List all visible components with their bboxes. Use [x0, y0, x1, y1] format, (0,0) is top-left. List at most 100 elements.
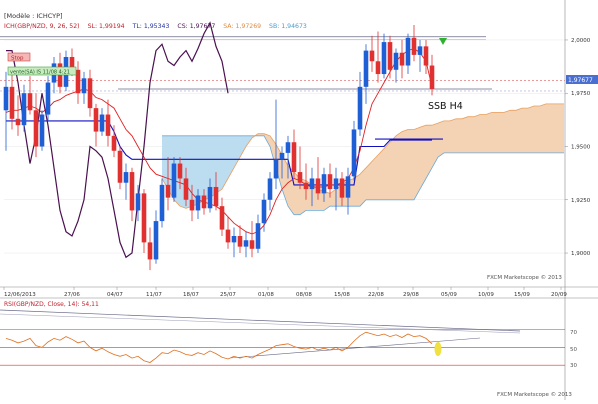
time-tick-label: 04/07 — [107, 292, 123, 298]
candle-body — [411, 37, 417, 55]
candle-body — [45, 82, 51, 115]
candle-body — [369, 50, 375, 62]
candle-body — [261, 199, 267, 224]
cloud-segment — [222, 135, 228, 190]
rsi-signal-marker — [434, 342, 442, 356]
rsi-watermark: FXCM Marketscope © 2013 — [497, 391, 572, 398]
candle-body — [33, 110, 39, 147]
time-tick-label: 15/09 — [514, 292, 530, 298]
cloud-segment — [390, 135, 396, 200]
candle-body — [249, 240, 255, 249]
candle-body — [189, 199, 195, 211]
candle-body — [291, 142, 297, 173]
candle-body — [213, 186, 219, 207]
rsi-line — [5, 331, 433, 363]
rsi-label: RSI(GBP/NZD, Close, 14): 54,11 — [4, 301, 99, 308]
candle-body — [279, 152, 285, 160]
rsi-trendline-upper — [0, 309, 521, 332]
candle-body — [81, 78, 87, 94]
price-axis: 2,0000 1,9750 1,9500 1,9250 1,9000 — [564, 0, 591, 298]
model-label: [Modèle : ICHCYP] — [4, 12, 63, 20]
candle-body — [75, 69, 81, 94]
candle-body — [237, 235, 243, 247]
candle-body — [39, 114, 45, 147]
candle-body — [243, 240, 249, 247]
cloud-segment — [372, 155, 378, 200]
candle-body — [129, 172, 135, 211]
down-arrow-icon — [439, 38, 447, 45]
time-tick-label: 27/06 — [64, 292, 80, 298]
sl-value: SL: 1,99194 — [88, 23, 125, 30]
cloud-segment — [426, 125, 432, 179]
candle-body — [153, 221, 159, 260]
rsi-level-50: 50 — [570, 347, 577, 353]
candle-body — [177, 163, 183, 179]
time-tick-label: 11/07 — [146, 292, 162, 298]
sb-value: SB: 1,94673 — [269, 23, 307, 30]
candle-body — [111, 135, 117, 151]
candle-body — [357, 86, 363, 130]
cloud-segment — [516, 108, 522, 153]
cloud-segment — [510, 110, 516, 153]
watermark: FXCM Marketscope © 2013 — [487, 274, 562, 281]
vente-tag-label: vente(SA) IS 11/08 4:21 — [10, 70, 70, 76]
ichimoku-cloud — [162, 103, 564, 215]
candle-body — [393, 52, 399, 70]
rsi-panel — [0, 297, 598, 400]
time-tick-label: 08/08 — [296, 292, 312, 298]
candle-body — [231, 235, 237, 243]
indicator-line: ICH(GBP/NZD, 9, 26, 52) SL: 1,99194 TL: … — [4, 23, 307, 30]
candle-body — [105, 114, 111, 136]
candle-body — [3, 86, 9, 111]
price-tick-label: 1,9250 — [571, 198, 591, 204]
candle-body — [9, 86, 15, 119]
price-tick-label: 1,9500 — [571, 145, 591, 151]
time-tick-label: 25/07 — [220, 292, 236, 298]
cloud-segment — [492, 112, 498, 153]
cloud-segment — [558, 103, 564, 153]
price-tick-label: 1,9000 — [571, 251, 591, 257]
candle-body — [273, 159, 279, 179]
cloud-segment — [360, 167, 366, 207]
candle-body — [429, 65, 435, 89]
cloud-segment — [504, 110, 510, 153]
time-tick-label: 15/08 — [334, 292, 350, 298]
tl-value: TL: 1,95343 — [132, 23, 170, 30]
candle-body — [15, 118, 21, 126]
cloud-segment — [468, 116, 474, 153]
price-tick-label: 1,9750 — [571, 91, 591, 97]
cloud-segment — [480, 114, 486, 153]
cloud-segment — [450, 118, 456, 153]
time-tick-label: 12/06/2013 — [4, 292, 36, 298]
cloud-segment — [240, 135, 246, 158]
time-tick-label: 18/07 — [183, 292, 199, 298]
candle-body — [351, 129, 357, 177]
stop-tag[interactable]: Stop — [7, 52, 31, 62]
candle-body — [387, 42, 393, 70]
candle-body — [255, 223, 261, 249]
cloud-segment — [546, 103, 552, 153]
cloud-segment — [522, 108, 528, 153]
cloud-segment — [486, 112, 492, 153]
candle-body — [339, 178, 345, 198]
candle-body — [201, 195, 207, 209]
candle-body — [171, 163, 177, 198]
cloud-segment — [498, 112, 504, 153]
vente-tag[interactable]: vente(SA) IS 11/08 4:21 — [7, 66, 77, 76]
cloud-segment — [192, 135, 198, 207]
cloud-segment — [366, 161, 372, 200]
time-tick-label: 05/09 — [441, 292, 457, 298]
candle-body — [399, 52, 405, 66]
candle-body — [147, 242, 153, 260]
candle-body — [165, 184, 171, 198]
candle-body — [363, 50, 369, 87]
reference-lines — [0, 36, 565, 92]
candle-body — [417, 46, 423, 55]
price-tick-label: 2,0000 — [571, 38, 591, 44]
candle-body — [345, 176, 351, 198]
stop-tag-label: Stop — [11, 56, 24, 62]
cloud-segment — [228, 135, 234, 179]
time-tick-label: 20/09 — [551, 292, 567, 298]
rsi-trendline-upper-secondary — [0, 313, 521, 334]
cloud-segment — [294, 172, 300, 215]
